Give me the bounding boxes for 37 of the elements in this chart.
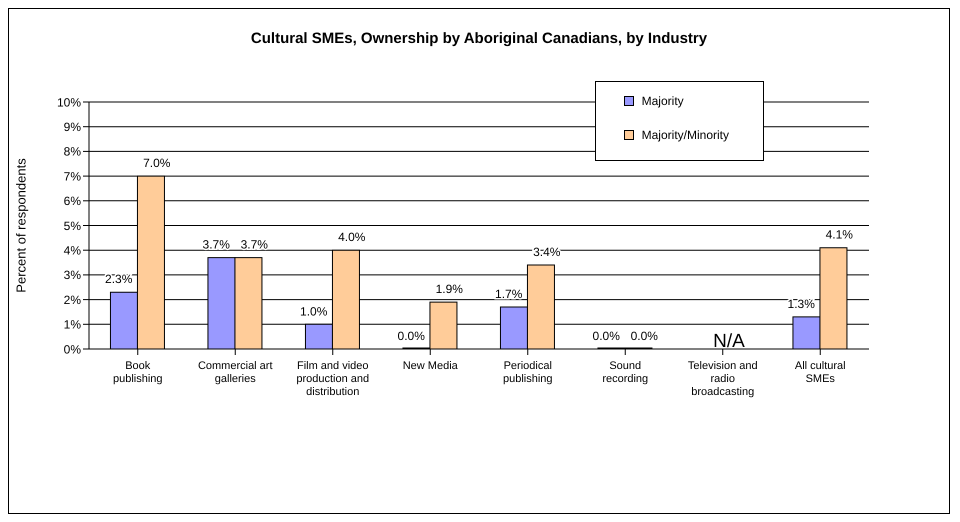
data-label: 3.7% — [240, 238, 268, 252]
data-label: 1.7% — [495, 287, 523, 302]
x-tick-label: Film and video production and distribution — [296, 360, 370, 398]
data-label: 4.0% — [338, 230, 366, 244]
y-tick-label: 4% — [64, 243, 82, 258]
x-tick-label: Television and radio broadcasting — [688, 360, 758, 398]
y-tick-label: 9% — [64, 120, 82, 134]
annotation: N/A — [712, 331, 746, 353]
data-label: 1.3% — [788, 296, 816, 311]
data-label: 1.9% — [436, 282, 464, 296]
x-tick-label: Book publishing — [112, 360, 163, 385]
y-tick-label: 10% — [56, 95, 82, 110]
y-tick-label: 2% — [64, 292, 82, 307]
chart-title: Cultural SMEs, Ownership by Aboriginal Canadians, by Industry — [250, 30, 708, 47]
legend-label: Majority/Minority — [642, 128, 729, 142]
y-tick-label: 8% — [64, 144, 82, 159]
x-tick-label: Periodical publishing — [502, 360, 553, 385]
data-label: 0.0% — [630, 329, 658, 343]
y-tick-label: 5% — [64, 218, 82, 233]
y-tick-label: 1% — [64, 318, 82, 332]
x-tick-label: All cultural SMEs — [794, 360, 846, 385]
x-tick-label: Commercial art galleries — [198, 360, 273, 385]
x-tick-label: New Media — [402, 360, 459, 372]
data-label: 1.0% — [300, 304, 328, 318]
data-label: 3.7% — [202, 238, 230, 252]
data-label: 2.3% — [105, 272, 133, 286]
x-tick-label: Sound recording — [602, 360, 648, 385]
y-axis-title: Percent of respondents — [14, 158, 29, 293]
y-tick-label: 0% — [64, 342, 82, 356]
data-label: 0.0% — [592, 329, 620, 343]
y-tick-label: 7% — [64, 169, 82, 184]
y-tick-label: 3% — [64, 268, 82, 282]
data-label: 0.0% — [398, 329, 426, 343]
y-tick-label: 6% — [64, 194, 82, 208]
legend-label: Majority — [642, 94, 684, 108]
data-label: 7.0% — [143, 156, 171, 170]
data-label: 4.1% — [826, 228, 854, 242]
